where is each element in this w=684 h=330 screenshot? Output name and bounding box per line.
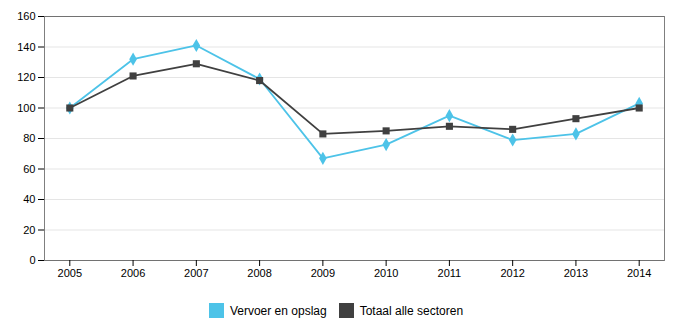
svg-text:120: 120 [17,71,35,83]
svg-text:2012: 2012 [500,267,524,279]
svg-text:60: 60 [23,163,35,175]
svg-text:2007: 2007 [184,267,208,279]
svg-text:160: 160 [17,10,35,22]
svg-text:2006: 2006 [121,267,145,279]
html-text:Totaal alle sectoren: Totaal alle sectoren [359,303,464,318]
svg-text:2014: 2014 [627,267,651,279]
svg-text:2009: 2009 [311,267,335,279]
svg-text:80: 80 [23,132,35,144]
svg-text:2005: 2005 [58,267,82,279]
svg-text:40: 40 [23,193,35,205]
svg-text:2010: 2010 [374,267,398,279]
html-text:Vervoer en opslag: Vervoer en opslag [229,303,327,318]
svg-text:2011: 2011 [438,267,462,279]
svg-text:0: 0 [29,254,35,266]
svg-text:100: 100 [17,102,35,114]
svg-text:20: 20 [23,224,35,236]
svg-text:140: 140 [17,41,35,53]
svg-text:2013: 2013 [564,267,588,279]
svg-text:2008: 2008 [247,267,271,279]
